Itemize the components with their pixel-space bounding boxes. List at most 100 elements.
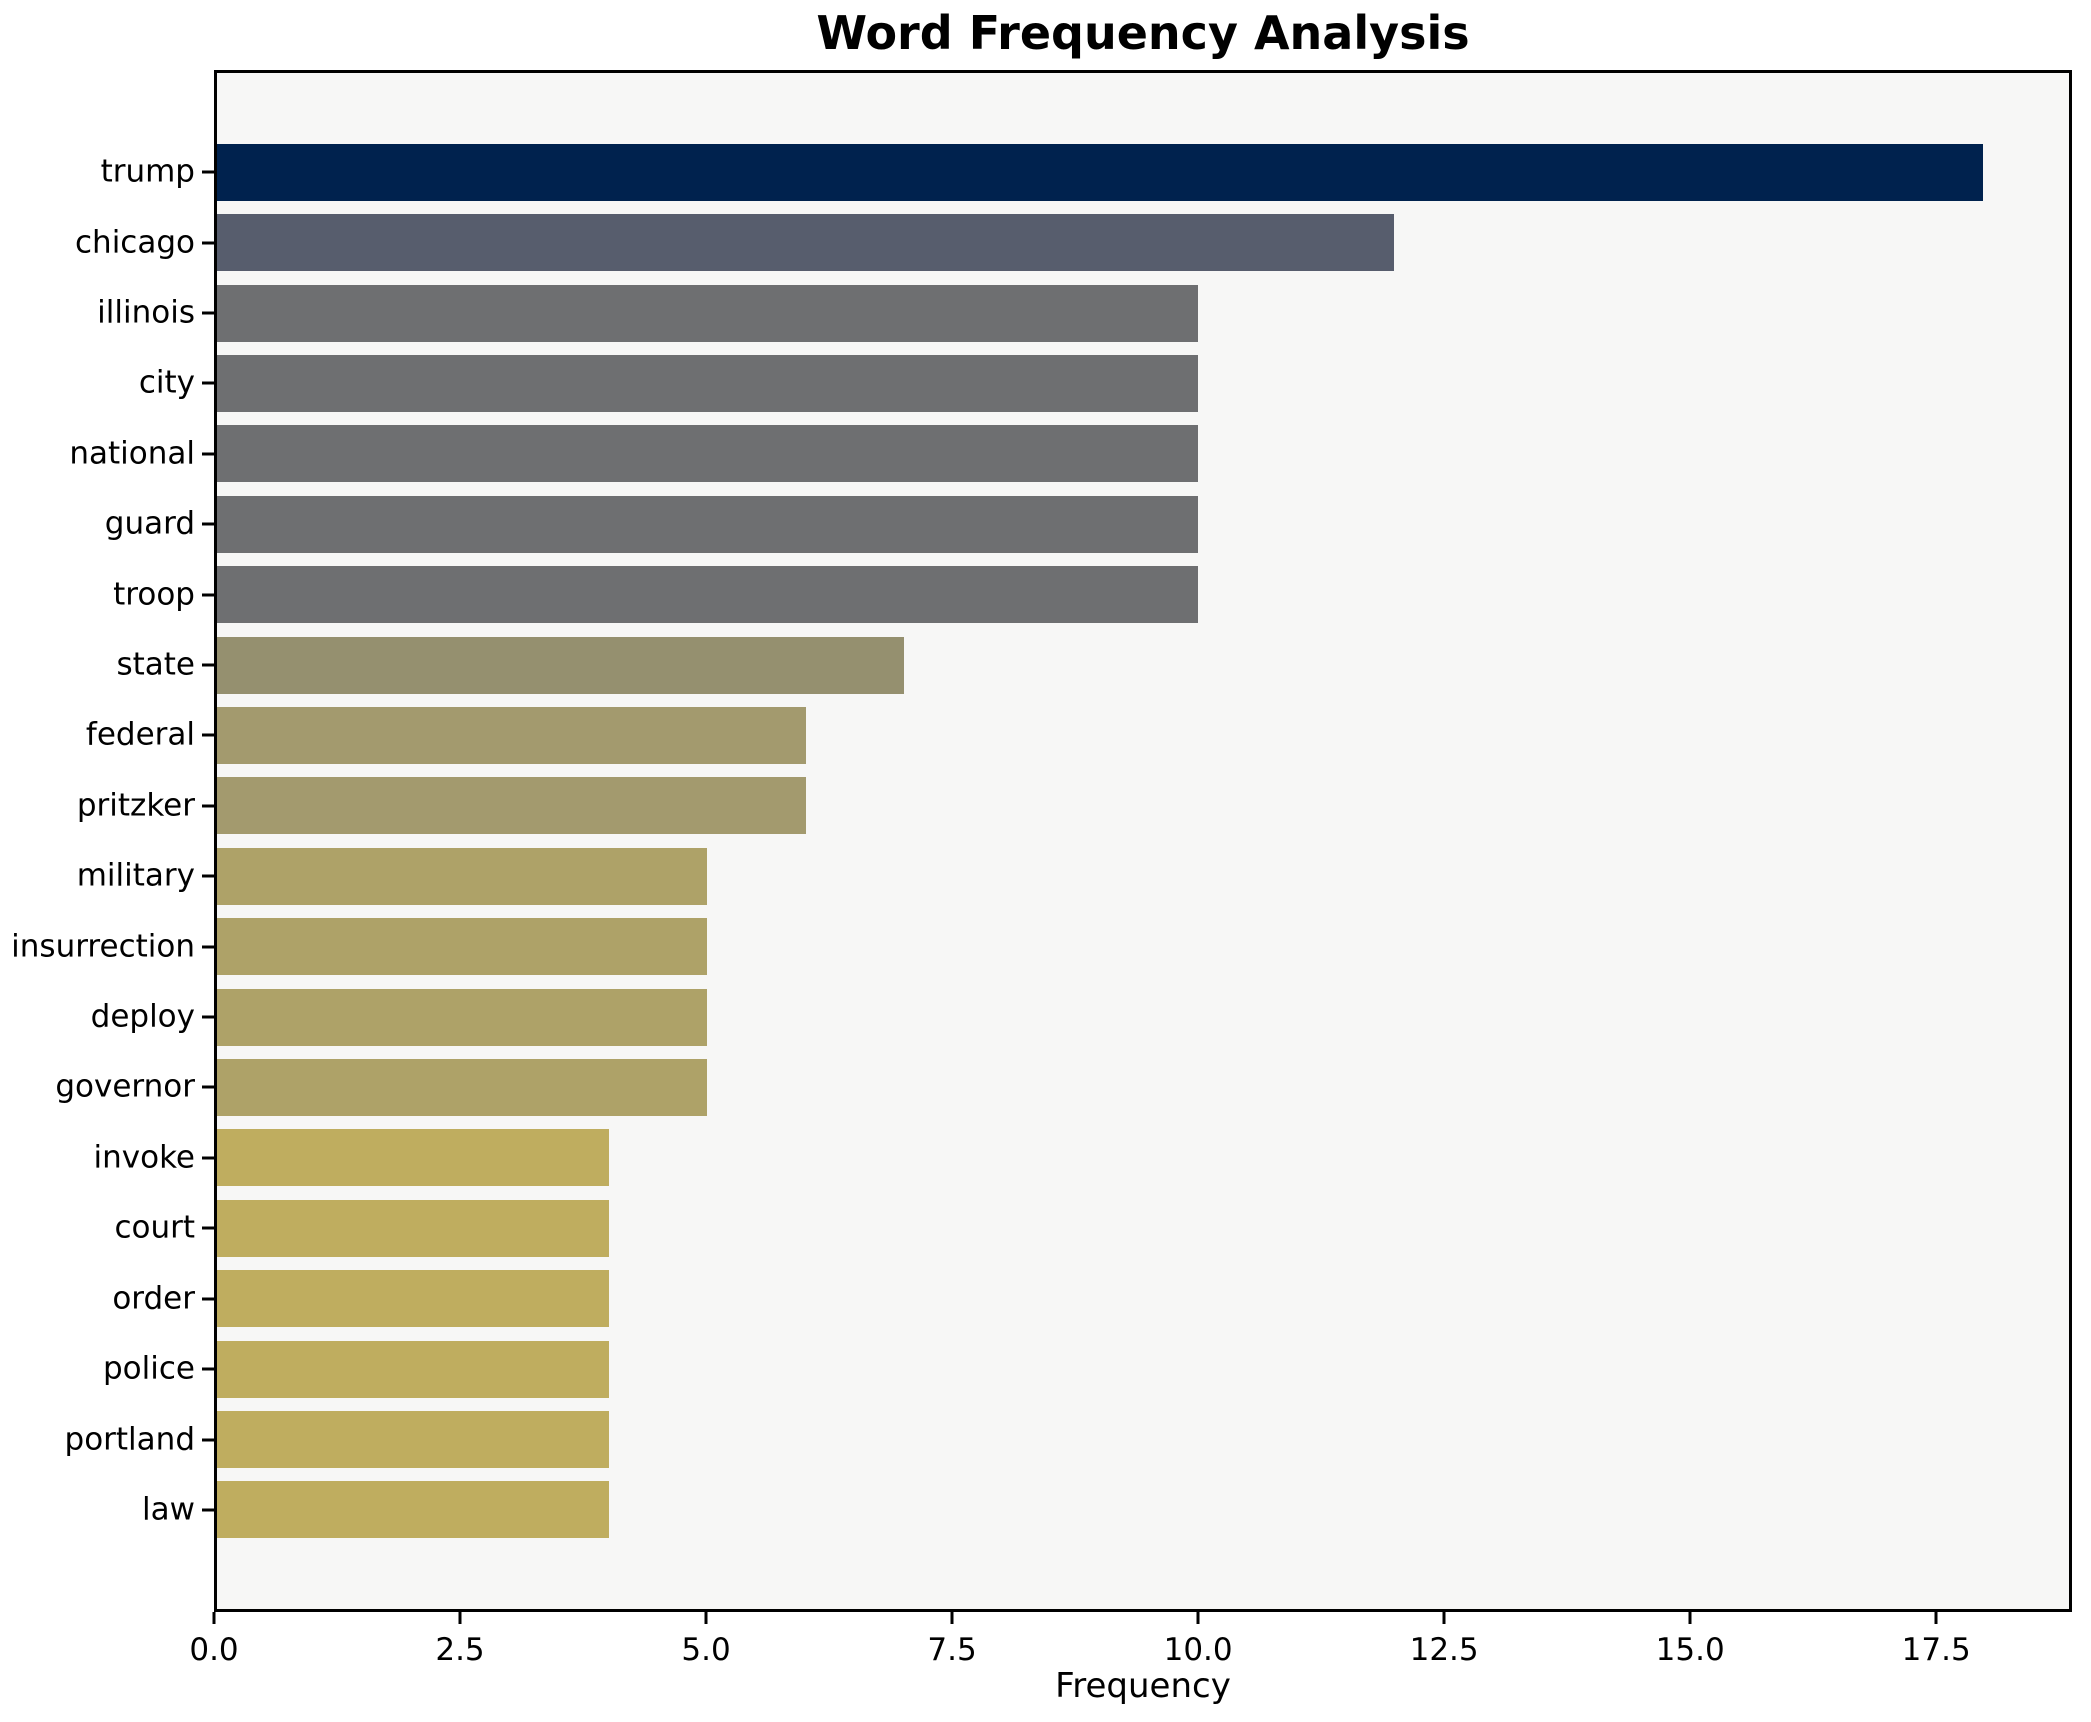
bar-insurrection (217, 918, 708, 976)
x-tick-mark (1196, 1612, 1200, 1624)
y-tick-label: military (76, 857, 195, 894)
bar-row: court (114, 1193, 2069, 1263)
bar-invoke (217, 1129, 610, 1187)
bar-row: deploy (91, 982, 2069, 1052)
bar-trump (217, 143, 1983, 201)
bar-row: federal (86, 700, 2069, 770)
bar-chicago (217, 214, 1395, 272)
bar-state (217, 636, 904, 694)
bar-row: chicago (75, 207, 2069, 277)
y-tick-label: trump (100, 153, 195, 190)
bar-row: troop (113, 559, 2069, 629)
bar-row: invoke (94, 1123, 2069, 1193)
bar-deploy (217, 988, 708, 1046)
x-tick-mark (704, 1612, 708, 1624)
y-tick-label: chicago (75, 223, 195, 260)
y-tick-mark (202, 733, 214, 737)
y-tick-label: federal (85, 716, 195, 753)
y-tick-label: deploy (90, 998, 195, 1035)
x-tick-mark (212, 1612, 216, 1624)
bar-row: state (116, 630, 2069, 700)
bar-row: guard (105, 489, 2069, 559)
bar-military (217, 847, 708, 905)
y-tick-mark (202, 945, 214, 949)
x-axis-label: Frequency (1055, 1666, 1231, 1706)
bar-row: order (112, 1264, 2069, 1334)
y-tick-label: order (112, 1279, 195, 1316)
y-tick-label: illinois (97, 294, 195, 331)
x-tick-label: 17.5 (1901, 1632, 1971, 1668)
y-tick-label: invoke (93, 1139, 196, 1176)
y-tick-mark (202, 522, 214, 526)
x-tick-mark (1934, 1612, 1938, 1624)
bar-row: city (139, 348, 2069, 418)
x-tick-mark (1688, 1612, 1692, 1624)
y-tick-mark (202, 1508, 214, 1512)
y-tick-mark (202, 1015, 214, 1019)
bar-row: police (103, 1334, 2069, 1404)
bar-row: military (77, 841, 2069, 911)
x-tick-mark (458, 1612, 462, 1624)
y-tick-mark (202, 663, 214, 667)
bar-illinois (217, 284, 1198, 342)
y-tick-mark (202, 381, 214, 385)
bar-city (217, 354, 1198, 412)
y-tick-mark (202, 1438, 214, 1442)
y-tick-mark (202, 1156, 214, 1160)
bar-pritzker (217, 777, 806, 835)
y-tick-mark (202, 241, 214, 245)
bar-law (217, 1481, 610, 1539)
x-tick-mark (950, 1612, 954, 1624)
bar-row: national (69, 419, 2069, 489)
y-tick-label: pritzker (76, 787, 195, 824)
y-tick-label: state (116, 646, 195, 683)
y-tick-label: guard (104, 505, 195, 542)
x-tick-label: 2.5 (435, 1632, 485, 1668)
x-tick-label: 5.0 (681, 1632, 731, 1668)
bar-federal (217, 706, 806, 764)
bar-police (217, 1340, 610, 1398)
bar-rows-container: trump chicago illinois city national guard tro… (11, 137, 2069, 1545)
y-tick-label: court (114, 1209, 195, 1246)
y-tick-label: insurrection (11, 927, 195, 964)
bar-troop (217, 566, 1198, 624)
y-tick-mark (202, 1297, 214, 1301)
y-tick-mark (202, 452, 214, 456)
y-tick-label: police (103, 1350, 195, 1387)
y-tick-mark (202, 311, 214, 315)
x-tick-label: 0.0 (189, 1632, 239, 1668)
y-tick-label: city (138, 364, 195, 401)
bar-row: law (142, 1475, 2069, 1545)
y-tick-label: governor (55, 1068, 195, 1105)
x-axis: 0.0 2.5 5.0 7.5 10.0 12.5 15.0 17.5 (189, 1612, 2072, 1722)
y-tick-label: troop (113, 575, 195, 612)
bar-row: illinois (97, 278, 2069, 348)
y-tick-mark (202, 593, 214, 597)
bar-row: insurrection (11, 911, 2069, 981)
bar-order (217, 1270, 610, 1328)
y-tick-mark (202, 804, 214, 808)
y-tick-label: law (142, 1491, 195, 1528)
y-tick-mark (202, 1367, 214, 1371)
y-tick-mark (202, 1085, 214, 1089)
x-tick-label: 10.0 (1163, 1632, 1233, 1668)
x-tick-label: 12.5 (1409, 1632, 1479, 1668)
x-tick-label: 15.0 (1655, 1632, 1725, 1668)
bar-portland (217, 1411, 610, 1469)
y-tick-label: portland (64, 1420, 195, 1457)
bar-row: portland (65, 1404, 2069, 1474)
bar-row: trump (101, 137, 2069, 207)
bar-governor (217, 1058, 708, 1116)
y-tick-mark (202, 874, 214, 878)
bar-row: pritzker (77, 771, 2069, 841)
y-tick-mark (202, 1226, 214, 1230)
chart-title: Word Frequency Analysis (816, 6, 1470, 60)
plot-area: trump chicago illinois city national guard tro… (11, 70, 2072, 1612)
bar-guard (217, 495, 1198, 553)
x-tick-label: 7.5 (927, 1632, 977, 1668)
x-tick-mark (1442, 1612, 1446, 1624)
bar-court (217, 1199, 610, 1257)
y-tick-label: national (69, 435, 195, 472)
bar-row: governor (55, 1052, 2069, 1122)
